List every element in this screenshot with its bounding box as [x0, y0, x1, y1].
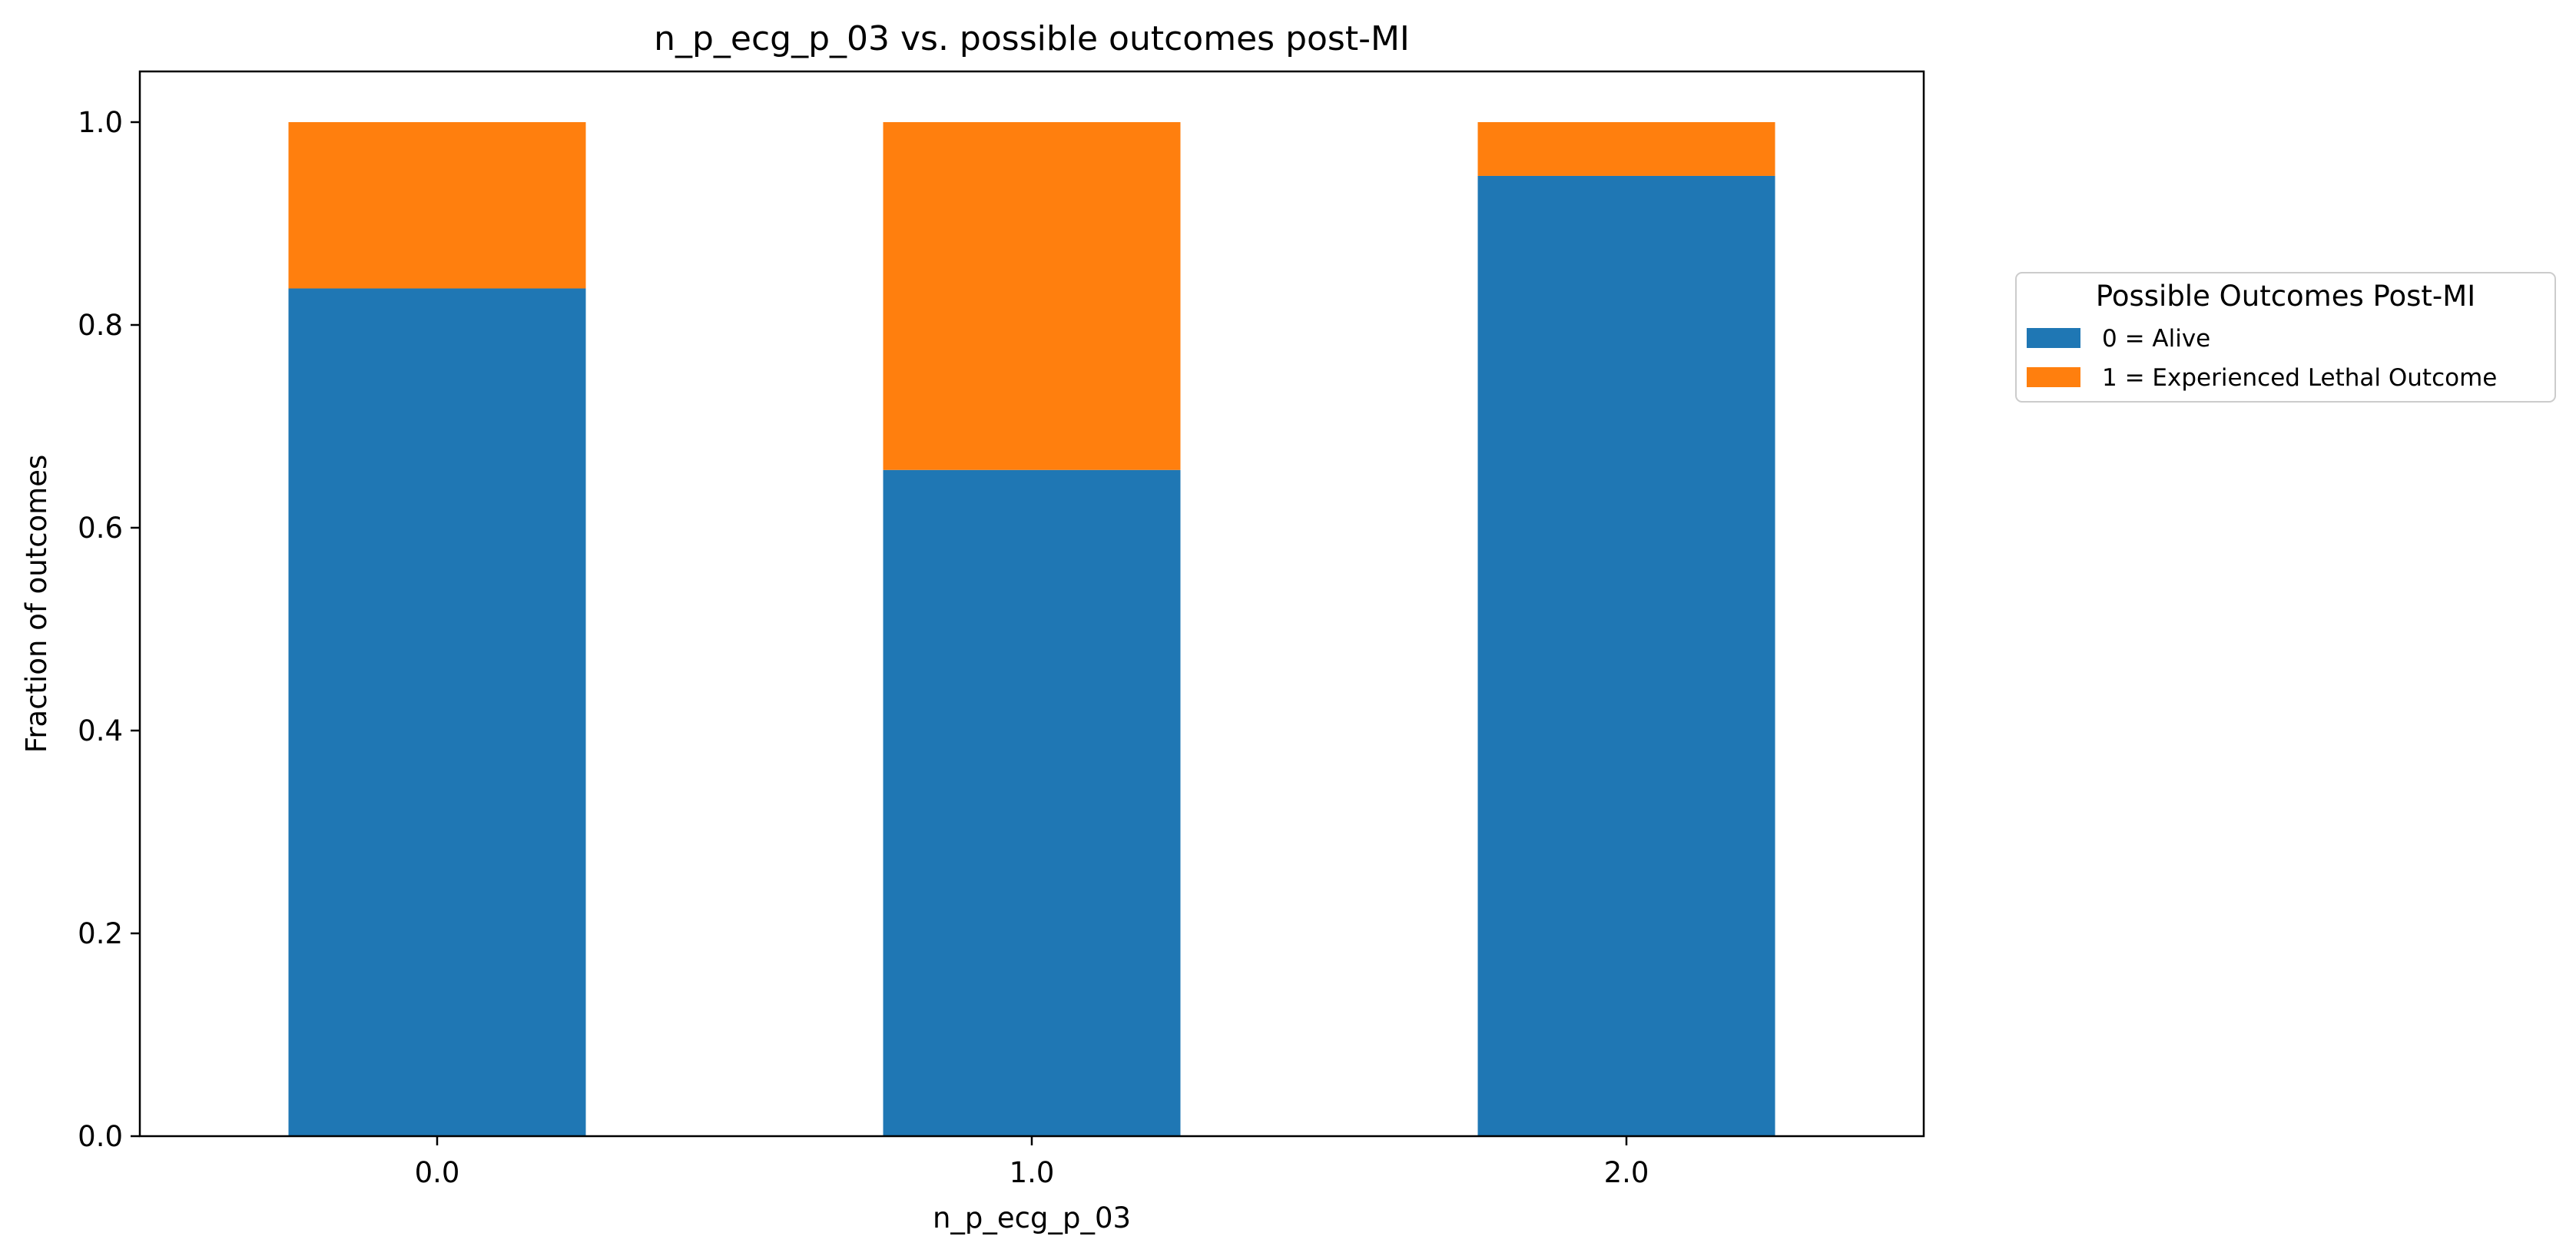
x-tick-label: 0.0	[415, 1156, 460, 1189]
y-tick-label: 1.0	[78, 106, 123, 139]
bar-0-0-series-1	[288, 122, 586, 289]
y-tick-label: 0.0	[78, 1120, 123, 1153]
x-tick-label: 1.0	[1010, 1156, 1055, 1189]
x-tick-label: 2.0	[1604, 1156, 1649, 1189]
legend-items: 0 = Alive 1 = Experienced Lethal Outcome	[2027, 325, 2497, 392]
legend-label: 0 = Alive	[2102, 325, 2210, 353]
y-axis-label: Fraction of outcomes	[20, 455, 53, 754]
x-axis: 0.0 1.0 2.0	[415, 1136, 1649, 1189]
bar-1-0-series-0	[883, 469, 1181, 1136]
y-tick-label: 0.2	[78, 917, 123, 950]
bar-2-0-series-1	[1477, 122, 1775, 176]
legend-frame	[2015, 272, 2556, 403]
legend-label: 1 = Experienced Lethal Outcome	[2102, 364, 2497, 392]
legend-swatch	[2027, 367, 2080, 387]
x-axis-label: n_p_ecg_p_03	[933, 1201, 1131, 1234]
legend: Possible Outcomes Post-MI 0 = Alive 1 = E…	[2015, 272, 2556, 403]
bar-2-0-series-0	[1477, 175, 1775, 1137]
y-tick-label: 0.8	[78, 309, 123, 342]
chart-title: n_p_ecg_p_03 vs. possible outcomes post-…	[654, 19, 1410, 58]
y-tick-label: 0.4	[78, 714, 123, 747]
y-tick-label: 0.6	[78, 512, 123, 545]
legend-title: Possible Outcomes Post-MI	[2096, 280, 2475, 313]
y-axis: 0.0 0.2 0.4 0.6 0.8 1.0	[78, 106, 140, 1153]
legend-swatch	[2027, 328, 2080, 348]
bar-1-0-series-1	[883, 122, 1181, 470]
bars	[288, 122, 1775, 1137]
bar-0-0-series-0	[288, 288, 586, 1137]
